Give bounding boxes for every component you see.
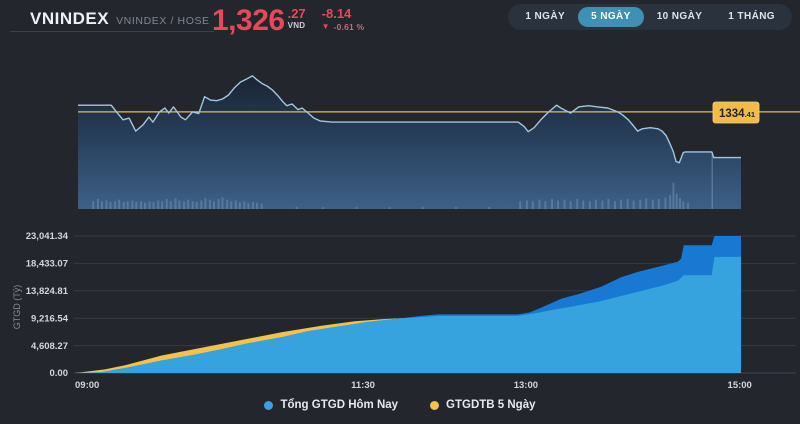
legend-dot-icon: [430, 400, 440, 410]
legend-label: GTGDTB 5 Ngày: [446, 399, 536, 411]
price-block: 1,326 .27 VND -8.14 ▼ -0.61 %: [212, 6, 364, 36]
index-price-decimals: .27: [287, 6, 306, 21]
ref-price-label: 1334.41: [712, 101, 760, 124]
range-button-3[interactable]: 1 THÁNG: [715, 7, 788, 27]
svg-text:09:00: 09:00: [75, 380, 99, 391]
index-price: 1,326: [212, 4, 285, 37]
price-line: [78, 75, 741, 164]
x-axis-labels: 09:00 11:30 13:00 15:00: [75, 380, 752, 391]
svg-text:9,216.54: 9,216.54: [31, 313, 69, 324]
volume-bars: [92, 182, 689, 210]
legend-dot-icon: [264, 400, 274, 410]
range-button-2[interactable]: 10 NGÀY: [644, 7, 716, 27]
svg-text:15:00: 15:00: [728, 380, 752, 391]
range-selector: 1 NGÀY 5 NGÀY 10 NGÀY 1 THÁNG: [508, 4, 792, 30]
currency-label: VND: [287, 21, 306, 31]
page-title: VNINDEX: [30, 9, 110, 28]
legend-item-1[interactable]: GTGDTB 5 Ngày: [430, 399, 536, 411]
title-block: VNINDEX VNINDEX / HOSE: [30, 9, 210, 29]
down-triangle-icon: ▼: [321, 22, 330, 32]
range-button-0[interactable]: 1 NGÀY: [512, 7, 578, 27]
svg-text:18,433.07: 18,433.07: [26, 259, 68, 270]
turnover-chart[interactable]: 0.00 4,608.27 9,216.54 13,824.81 18,433.07 23…: [0, 225, 800, 400]
change-percent: -0.61 %: [333, 22, 365, 33]
y-axis-labels: 0.00 4,608.27 9,216.54 13,824.81 18,433.07 23…: [26, 231, 69, 379]
svg-text:13:00: 13:00: [514, 380, 538, 391]
y-axis-title: GTGD (Tỷ): [12, 285, 22, 330]
symbol-exchange: VNINDEX / HOSE: [116, 15, 210, 27]
price-area-fill: [78, 75, 741, 210]
header: VNINDEX VNINDEX / HOSE 1,326 .27 VND -8.1…: [0, 0, 800, 45]
svg-text:11:30: 11:30: [351, 380, 375, 391]
change-value: -8.14: [321, 6, 352, 21]
header-divider: [10, 31, 214, 32]
range-button-1[interactable]: 5 NGÀY: [578, 7, 644, 27]
overlap-area: [75, 256, 741, 373]
svg-text:13,824.81: 13,824.81: [26, 286, 69, 297]
svg-text:1334.41: 1334.41: [719, 108, 755, 120]
legend-label: Tổng GTGD Hôm Nay: [280, 399, 399, 411]
chart-legend: Tổng GTGD Hôm Nay GTGDTB 5 Ngày: [0, 399, 800, 411]
svg-text:0.00: 0.00: [50, 368, 69, 379]
svg-text:23,041.34: 23,041.34: [26, 231, 69, 242]
price-chart[interactable]: 1334.41: [0, 45, 800, 215]
svg-text:4,608.27: 4,608.27: [31, 341, 68, 352]
legend-item-0[interactable]: Tổng GTGD Hôm Nay: [264, 399, 398, 411]
